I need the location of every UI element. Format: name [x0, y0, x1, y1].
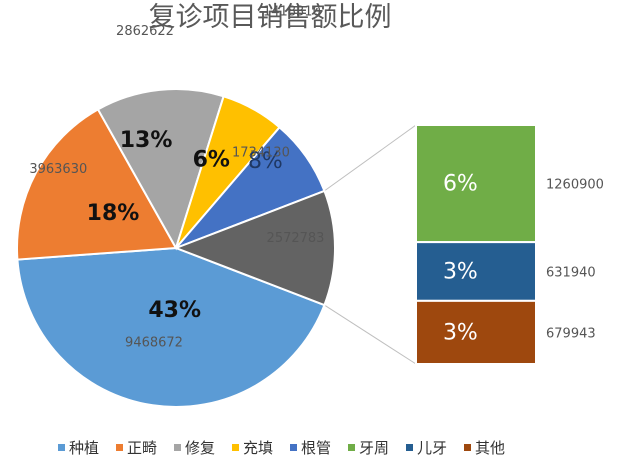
- pie-slice-修复: [96, 88, 225, 251]
- bar-percent-label: 3%: [443, 320, 478, 345]
- legend-label-充填: 充填: [243, 439, 273, 457]
- bar-percent-label: 3%: [443, 260, 478, 285]
- legend-label-正畸: 正畸: [127, 439, 157, 457]
- legend-label-根管: 根管: [301, 439, 331, 457]
- legend-label-儿牙: 儿牙: [417, 439, 447, 457]
- pie-value-label: 2572783: [267, 231, 325, 246]
- legend-swatch-牙周: [348, 444, 355, 451]
- pie-slice-种植: [16, 246, 326, 408]
- bar-value-label: 631940: [546, 266, 596, 281]
- pie-percent-label: 43%: [148, 298, 201, 323]
- legend: 种植 正畸 修复 充填 根管 牙周 儿牙 其他: [58, 439, 505, 457]
- legend-swatch-正畸: [116, 444, 123, 451]
- stacked-bar-group: 6% 1260900 3% 631940 3% 679943: [415, 124, 604, 365]
- pie-percent-label: 13%: [120, 128, 173, 153]
- pie-slice-正畸: [16, 108, 178, 261]
- pie-value-label: 2862622: [116, 24, 174, 39]
- bar-value-label: 1260900: [546, 178, 604, 193]
- legend-swatch-充填: [232, 444, 239, 451]
- bar-segment-儿牙: [415, 241, 537, 302]
- legend-swatch-其他: [464, 444, 471, 451]
- connector-bottom: [324, 304, 417, 365]
- pie-percent-label: 6%: [193, 148, 230, 173]
- chart-title: 复诊项目销售额比例: [149, 2, 392, 33]
- legend-swatch-根管: [290, 444, 297, 451]
- legend-swatch-修复: [174, 444, 181, 451]
- pie-group: 43% 9468672 18% 3963630 13% 2862622 6% 1418310 8…: [16, 5, 337, 408]
- pie-value-label: 3963630: [29, 162, 87, 177]
- pie-slice-其他合计: [173, 189, 337, 307]
- legend-label-修复: 修复: [185, 439, 215, 457]
- pie-percent-label: 18%: [87, 201, 140, 226]
- bar-value-label: 679943: [546, 326, 596, 341]
- bar-segment-其他: [415, 299, 537, 365]
- connector-top: [324, 124, 417, 192]
- bar-segment-牙周: [415, 124, 537, 244]
- legend-label-牙周: 牙周: [359, 439, 389, 457]
- pie-value-label: 9468672: [125, 335, 183, 350]
- pie-value-label: 1418310: [263, 5, 321, 20]
- connector-lines: [324, 124, 417, 365]
- legend-label-种植: 种植: [69, 439, 99, 457]
- legend-swatch-种植: [58, 444, 65, 451]
- legend-label-其他: 其他: [475, 439, 505, 457]
- bar-percent-label: 6%: [443, 172, 478, 197]
- pie-percent-label: 8%: [248, 149, 283, 174]
- legend-swatch-儿牙: [406, 444, 413, 451]
- pie-value-label: 1734130: [232, 146, 290, 161]
